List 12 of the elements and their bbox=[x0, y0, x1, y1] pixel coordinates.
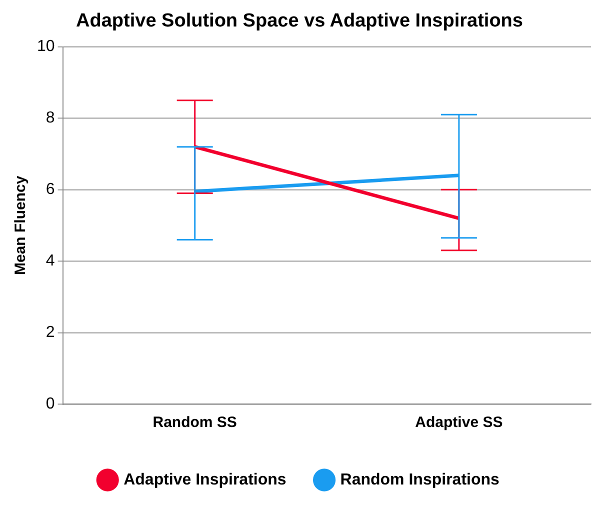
y-tick-label: 6 bbox=[46, 181, 55, 198]
y-tick-label: 0 bbox=[46, 395, 55, 412]
y-tick-label: 4 bbox=[46, 252, 55, 270]
legend-label: Adaptive Inspirations bbox=[124, 471, 286, 488]
y-axis-title: Mean Fluency bbox=[12, 175, 30, 275]
y-tick-label: 10 bbox=[37, 38, 55, 56]
legend-label: Random Inspirations bbox=[340, 471, 500, 488]
y-tick-label: 8 bbox=[46, 110, 55, 127]
y-tick-label: 2 bbox=[46, 324, 55, 341]
x-tick-label: Random SS bbox=[152, 414, 237, 432]
chart-title: Adaptive Solution Space vs Adaptive Inspirations bbox=[76, 10, 523, 32]
x-tick-label: Adaptive SS bbox=[415, 414, 503, 432]
